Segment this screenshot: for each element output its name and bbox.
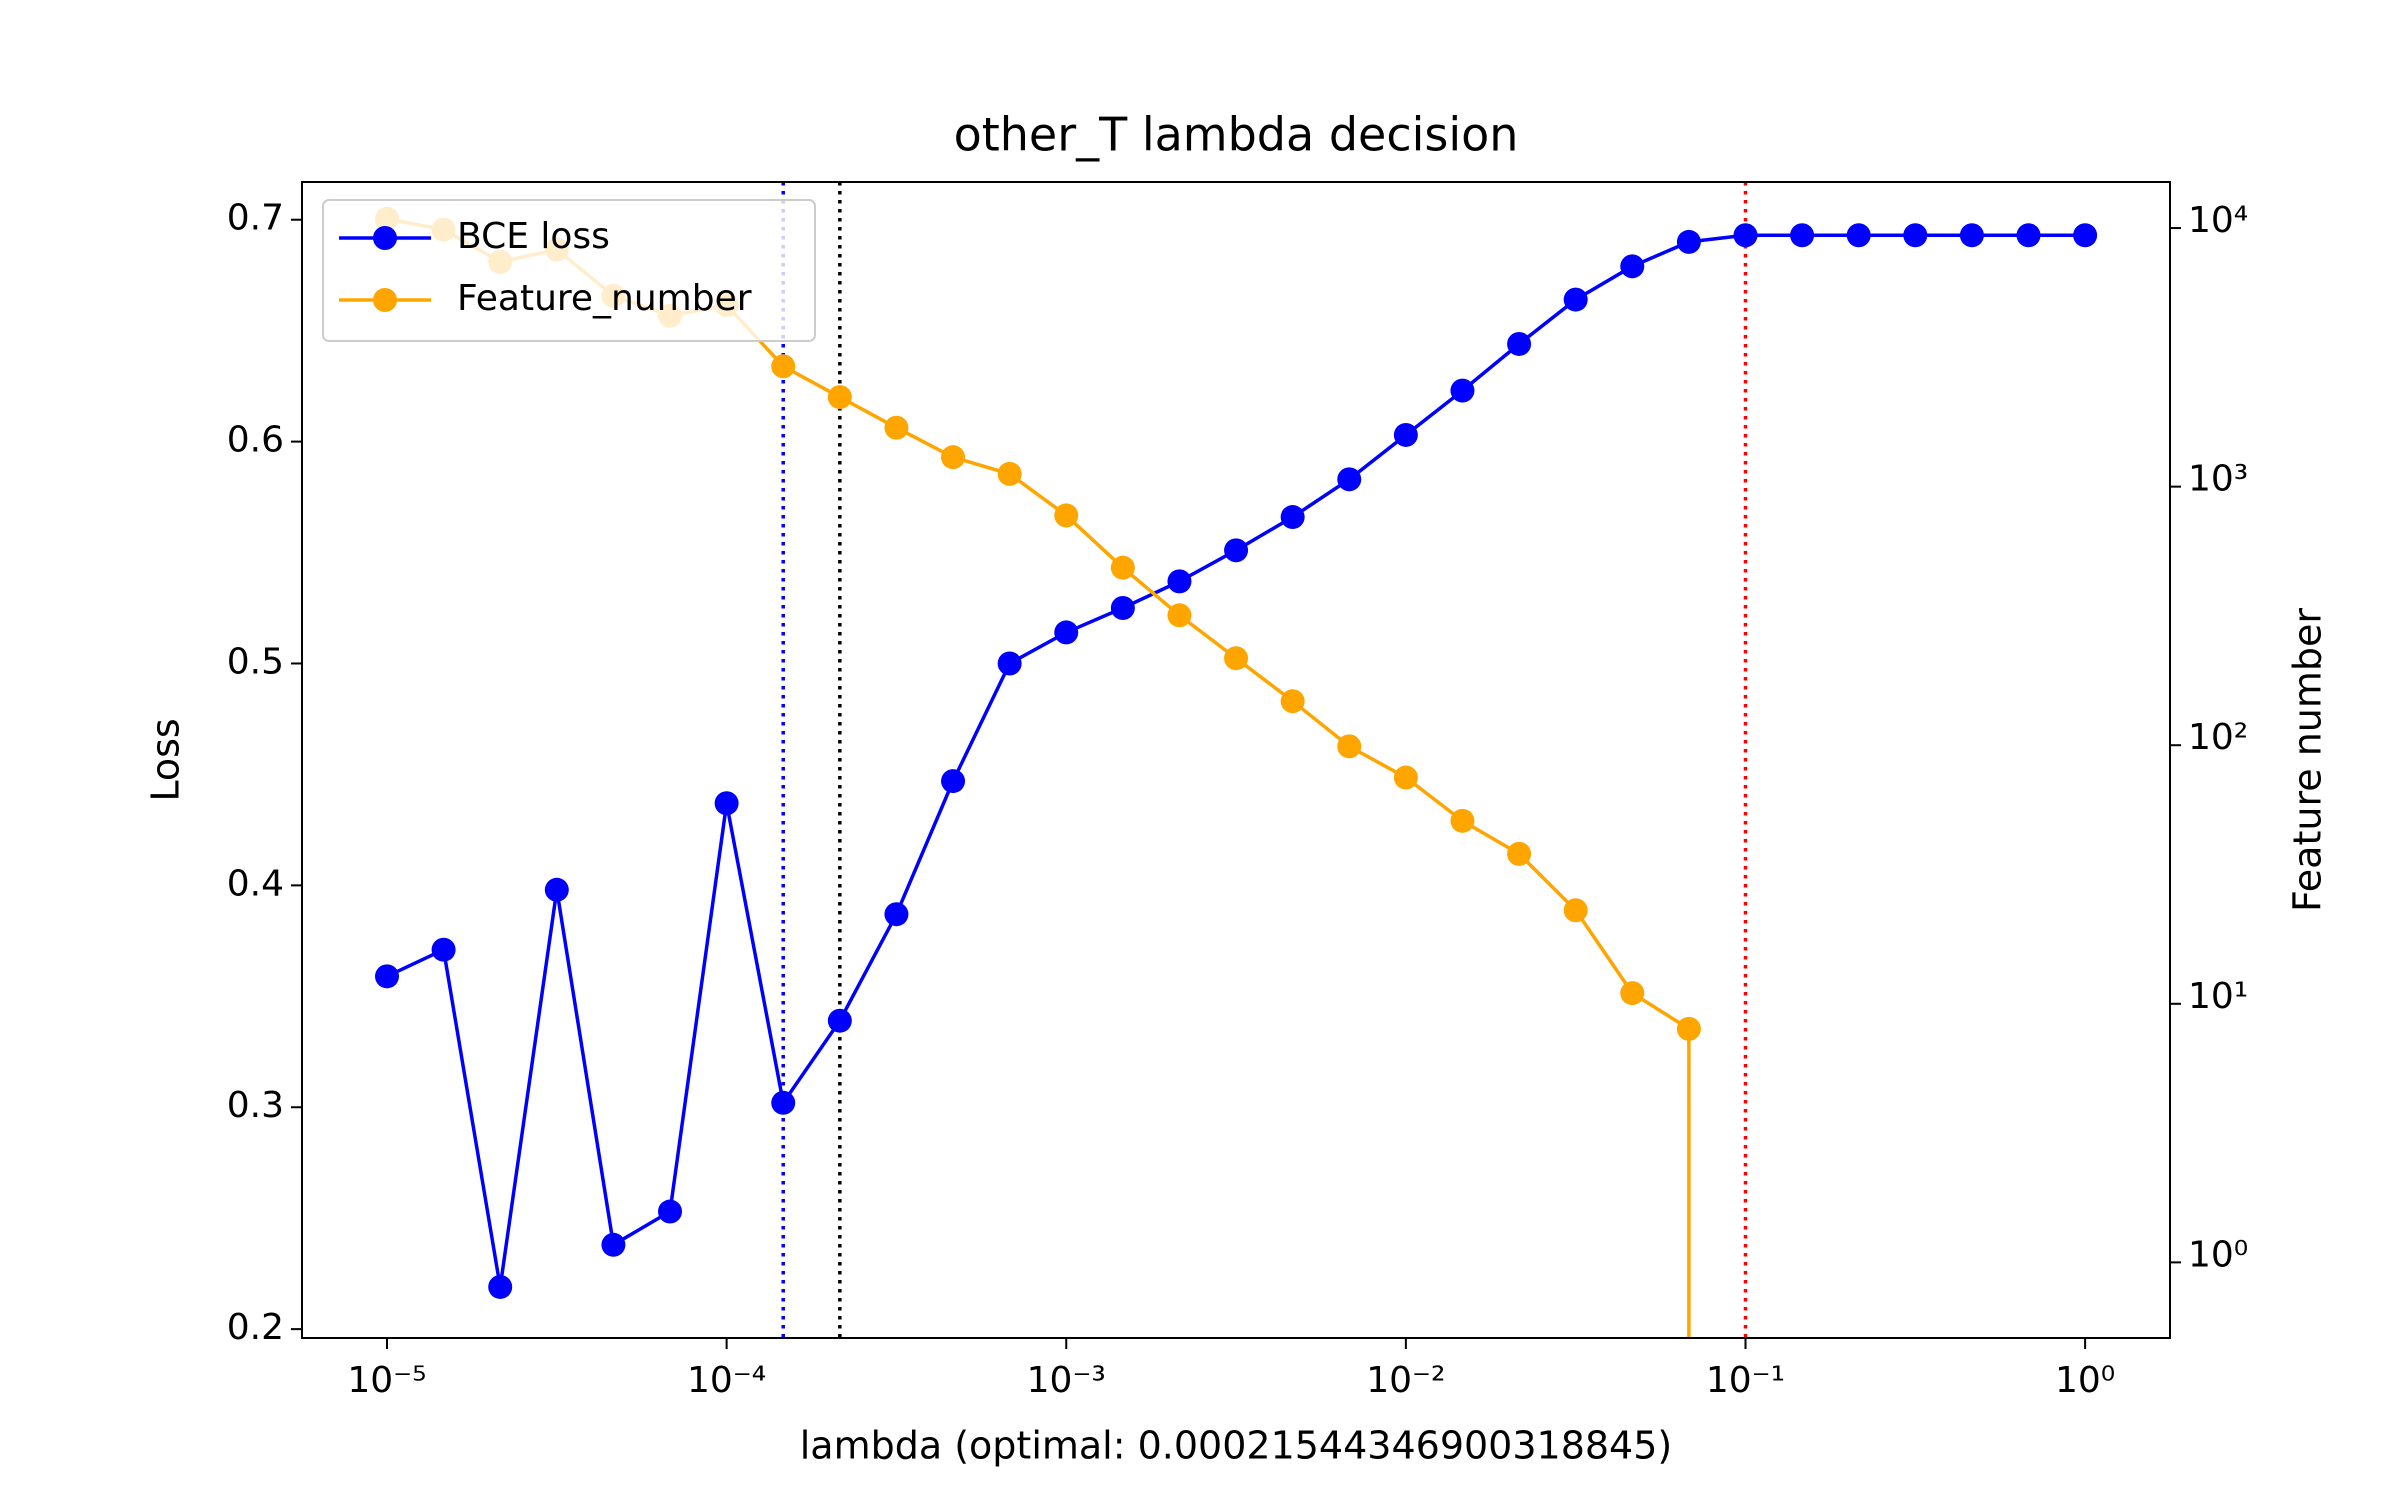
legend-marker <box>373 288 397 312</box>
series-marker <box>1676 229 1701 254</box>
series-marker <box>941 769 966 794</box>
series-marker <box>1167 569 1192 594</box>
series-marker <box>1676 1016 1701 1041</box>
series-marker <box>714 791 739 816</box>
series-marker <box>827 385 852 410</box>
plot-area <box>374 182 2098 1338</box>
series-marker <box>1054 503 1079 528</box>
y2-axis-label: Feature number <box>2286 608 2330 912</box>
series-marker <box>544 877 569 902</box>
series-line <box>386 217 1691 1338</box>
series-marker <box>1507 841 1532 866</box>
series-marker <box>1393 422 1418 447</box>
legend-box <box>322 199 816 342</box>
legend-label: Feature_number <box>457 278 752 319</box>
legend-label: BCE loss <box>457 216 610 257</box>
series-marker <box>997 651 1022 676</box>
x-tick-label: 10⁻⁴ <box>687 1360 766 1401</box>
series-marker <box>1167 603 1192 628</box>
series-marker <box>1790 223 1815 248</box>
x-tick-label: 10⁻³ <box>1027 1360 1106 1401</box>
series-marker <box>488 1274 513 1299</box>
y-tick-label: 0.7 <box>227 198 284 239</box>
series-marker <box>1903 223 1928 248</box>
chart-title: other_T lambda decision <box>954 108 1519 162</box>
series-marker <box>884 902 909 927</box>
y-tick-label: 0.3 <box>227 1085 284 1126</box>
series-marker <box>1620 981 1645 1006</box>
series-marker <box>2073 223 2098 248</box>
series-marker <box>1733 223 1758 248</box>
series-marker <box>1280 689 1305 714</box>
y-tick-label: 0.4 <box>227 863 284 904</box>
y-axis-label: Loss <box>144 718 188 801</box>
y-tick-label: 0.5 <box>227 641 284 682</box>
series-marker <box>997 461 1022 486</box>
series-line <box>386 233 2086 1289</box>
series-marker <box>827 1008 852 1033</box>
x-axis-label: lambda (optimal: 0.00021544346900318845) <box>800 1424 1672 1468</box>
x-tick-label: 10⁻² <box>1366 1360 1445 1401</box>
series-marker <box>1280 505 1305 530</box>
series-marker <box>1620 254 1645 279</box>
series-marker <box>1450 378 1475 403</box>
y2-tick-label: 10¹ <box>2188 976 2248 1017</box>
y2-tick-label: 10³ <box>2188 459 2248 500</box>
series-marker <box>1959 223 1984 248</box>
series-marker <box>941 445 966 470</box>
x-tick-label: 10⁰ <box>2055 1360 2115 1401</box>
series-marker <box>1846 223 1871 248</box>
series-marker <box>1110 596 1135 621</box>
x-tick-label: 10⁻⁵ <box>347 1360 426 1401</box>
x-tick-label: 10⁻¹ <box>1706 1360 1785 1401</box>
series-marker <box>1224 646 1249 671</box>
series-marker <box>1054 620 1079 645</box>
series-marker <box>2016 223 2041 248</box>
y2-tick-label: 10⁰ <box>2188 1234 2248 1275</box>
y2-tick-label: 10⁴ <box>2188 200 2248 241</box>
series-marker <box>431 937 456 962</box>
series-marker <box>1110 555 1135 580</box>
y2-tick-label: 10² <box>2188 717 2248 758</box>
series-marker <box>1224 538 1249 563</box>
series-marker <box>884 415 909 440</box>
series-marker <box>1393 765 1418 790</box>
series-marker <box>374 964 399 989</box>
series-marker <box>1450 808 1475 833</box>
series-marker <box>1337 467 1362 492</box>
y-tick-label: 0.6 <box>227 420 284 461</box>
series-marker <box>1563 898 1588 923</box>
legend-marker <box>373 226 397 250</box>
series-marker <box>658 1199 683 1224</box>
y-tick-label: 0.2 <box>227 1307 284 1348</box>
axes-frame <box>301 181 2171 1339</box>
series-marker <box>1563 287 1588 312</box>
series-marker <box>1337 734 1362 759</box>
series-marker <box>771 354 796 379</box>
series-marker <box>1507 331 1532 356</box>
series-marker <box>771 1090 796 1115</box>
series-marker <box>601 1232 626 1257</box>
